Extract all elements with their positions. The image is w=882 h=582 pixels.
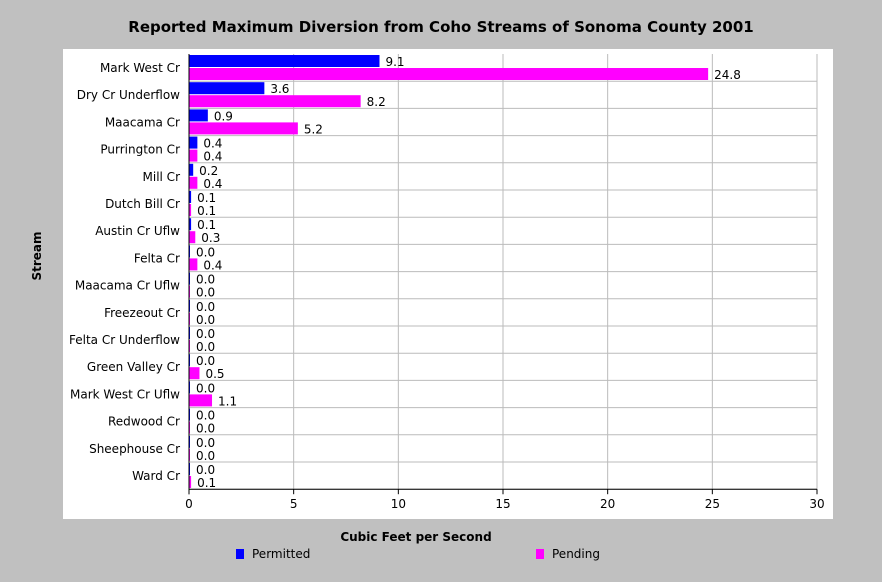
data-label-permitted-maacama-cr: 0.9 <box>214 109 233 123</box>
category-label-dutch-bill-cr: Dutch Bill Cr <box>105 197 180 211</box>
x-axis-title: Cubic Feet per Second <box>340 530 492 544</box>
data-label-permitted-ward-cr: 0.0 <box>196 463 215 477</box>
category-label-freezeout-cr: Freezeout Cr <box>104 306 180 320</box>
data-label-pending-felta-cr-underflow: 0.0 <box>196 340 215 354</box>
x-tick-label: 0 <box>185 497 193 511</box>
category-label-mark-west-cr-uflw: Mark West Cr Uflw <box>70 387 180 401</box>
data-label-pending-green-valley-cr: 0.5 <box>205 367 224 381</box>
legend-item-permitted: Permitted <box>236 547 310 561</box>
category-label-ward-cr: Ward Cr <box>132 469 180 483</box>
data-label-pending-maacama-cr: 5.2 <box>304 122 323 136</box>
category-label-dry-cr-underflow: Dry Cr Underflow <box>77 88 180 102</box>
data-label-pending-felta-cr: 0.4 <box>203 258 222 272</box>
legend-item-pending: Pending <box>536 547 600 561</box>
data-label-pending-sheephouse-cr: 0.0 <box>196 449 215 463</box>
data-label-pending-dutch-bill-cr: 0.1 <box>197 204 216 218</box>
x-tick-label: 25 <box>705 497 720 511</box>
category-label-austin-cr-uflw: Austin Cr Uflw <box>95 224 180 238</box>
legend-swatch-pending <box>536 549 544 559</box>
data-label-pending-dry-cr-underflow: 8.2 <box>367 95 386 109</box>
bar-pending-mark-west-cr-uflw <box>189 394 213 407</box>
data-label-permitted-felta-cr: 0.0 <box>196 245 215 259</box>
category-label-sheephouse-cr: Sheephouse Cr <box>89 442 180 456</box>
data-label-permitted-freezeout-cr: 0.0 <box>196 300 215 314</box>
bar-permitted-maacama-cr <box>189 109 208 122</box>
data-label-permitted-mark-west-cr-uflw: 0.0 <box>196 381 215 395</box>
data-label-pending-mill-cr: 0.4 <box>203 177 222 191</box>
bar-pending-dutch-bill-cr <box>189 204 192 216</box>
x-tick-label: 20 <box>600 497 615 511</box>
bar-permitted-mill-cr <box>189 163 194 176</box>
bar-pending-felta-cr <box>189 258 198 271</box>
legend-swatch-permitted <box>236 549 244 559</box>
bar-permitted-dutch-bill-cr <box>189 191 192 203</box>
data-label-permitted-mill-cr: 0.2 <box>199 164 218 178</box>
bar-permitted-dry-cr-underflow <box>189 82 265 95</box>
data-label-pending-freezeout-cr: 0.0 <box>196 313 215 327</box>
category-label-felta-cr-underflow: Felta Cr Underflow <box>69 333 180 347</box>
category-label-maacama-cr-uflw: Maacama Cr Uflw <box>75 279 180 293</box>
data-label-pending-mark-west-cr: 24.8 <box>714 68 741 82</box>
bar-pending-austin-cr-uflw <box>189 231 196 244</box>
data-label-pending-maacama-cr-uflw: 0.0 <box>196 286 215 300</box>
category-label-maacama-cr: Maacama Cr <box>105 115 180 129</box>
x-tick-label: 15 <box>495 497 510 511</box>
x-tick-label: 10 <box>391 497 406 511</box>
data-label-permitted-purrington-cr: 0.4 <box>203 137 222 151</box>
data-label-pending-ward-cr: 0.1 <box>197 476 216 490</box>
category-label-redwood-cr: Redwood Cr <box>108 415 180 429</box>
bar-pending-maacama-cr <box>189 122 298 135</box>
x-tick-label: 30 <box>809 497 824 511</box>
data-label-permitted-dry-cr-underflow: 3.6 <box>270 82 289 96</box>
data-label-permitted-mark-west-cr: 9.1 <box>385 55 404 69</box>
category-label-green-valley-cr: Green Valley Cr <box>87 360 180 374</box>
bar-permitted-purrington-cr <box>189 136 198 149</box>
data-label-pending-austin-cr-uflw: 0.3 <box>201 231 220 245</box>
bar-pending-purrington-cr <box>189 149 198 162</box>
category-label-mark-west-cr: Mark West Cr <box>100 61 180 75</box>
data-label-permitted-austin-cr-uflw: 0.1 <box>197 218 216 232</box>
bar-pending-mill-cr <box>189 176 198 189</box>
chart-title: Reported Maximum Diversion from Coho Str… <box>128 18 754 36</box>
bar-pending-green-valley-cr <box>189 367 200 380</box>
data-label-permitted-green-valley-cr: 0.0 <box>196 354 215 368</box>
bar-pending-dry-cr-underflow <box>189 95 361 108</box>
data-label-permitted-felta-cr-underflow: 0.0 <box>196 327 215 341</box>
data-label-permitted-dutch-bill-cr: 0.1 <box>197 191 216 205</box>
data-label-pending-purrington-cr: 0.4 <box>203 150 222 164</box>
bar-permitted-mark-west-cr <box>189 55 380 67</box>
x-tick-label: 5 <box>290 497 298 511</box>
data-label-pending-mark-west-cr-uflw: 1.1 <box>218 394 237 408</box>
data-label-permitted-redwood-cr: 0.0 <box>196 409 215 423</box>
legend-label-pending: Pending <box>552 547 600 561</box>
category-label-felta-cr: Felta Cr <box>134 251 180 265</box>
bar-pending-ward-cr <box>189 476 192 488</box>
data-label-permitted-maacama-cr-uflw: 0.0 <box>196 273 215 287</box>
category-label-mill-cr: Mill Cr <box>143 170 181 184</box>
category-label-purrington-cr: Purrington Cr <box>100 143 180 157</box>
bar-pending-mark-west-cr <box>189 68 709 80</box>
legend-label-permitted: Permitted <box>252 547 311 561</box>
bar-permitted-austin-cr-uflw <box>189 218 192 231</box>
data-label-pending-redwood-cr: 0.0 <box>196 422 215 436</box>
data-label-permitted-sheephouse-cr: 0.0 <box>196 436 215 450</box>
